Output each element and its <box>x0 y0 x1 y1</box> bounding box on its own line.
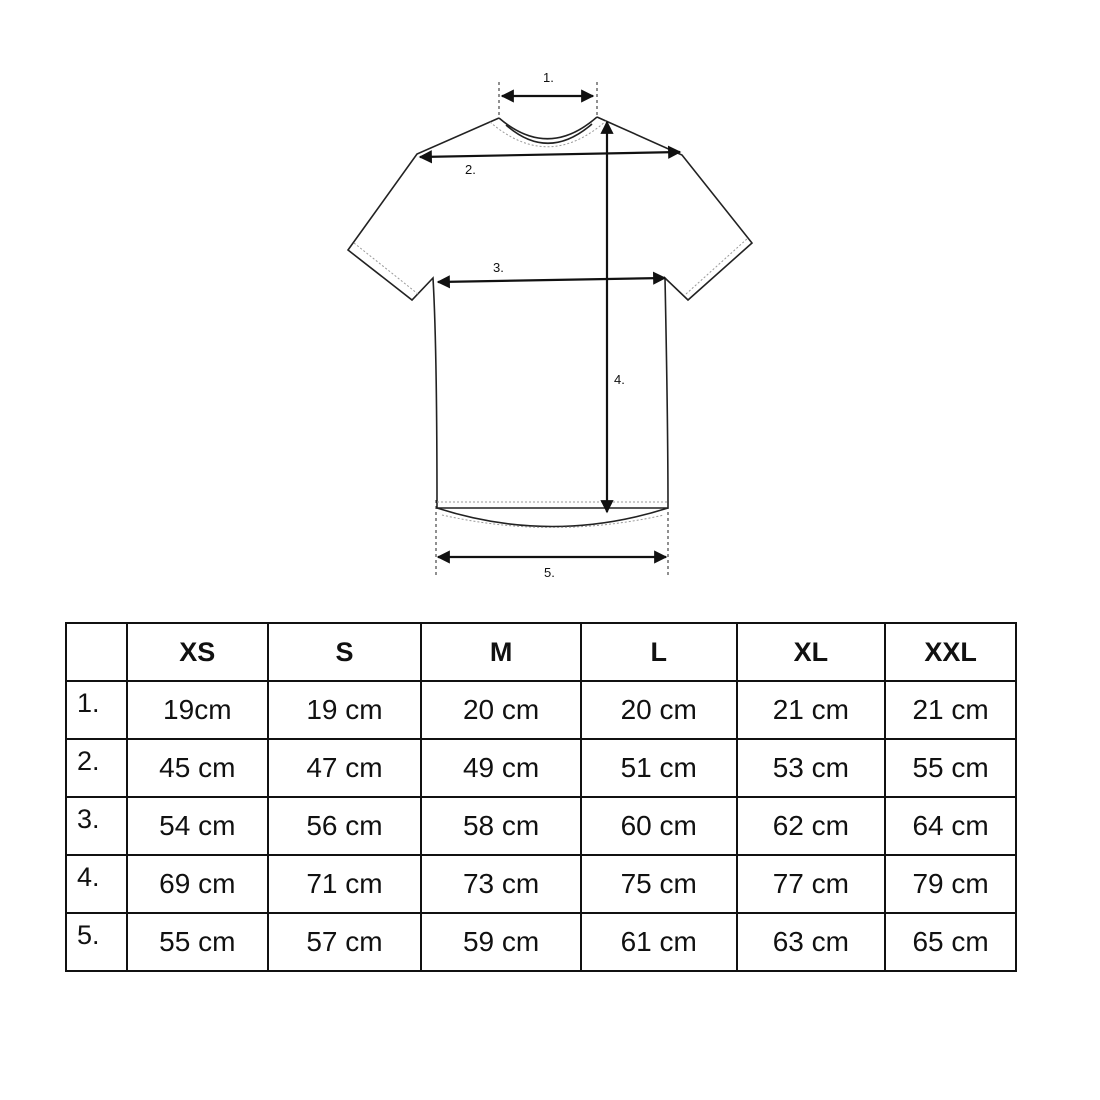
measurement-label-1: 1. <box>543 70 554 85</box>
header-cell-xl: XL <box>735 622 887 682</box>
measurement-arrow-2 <box>418 145 682 164</box>
row-label: 2. <box>65 738 128 798</box>
measurement-label-5: 5. <box>544 565 555 580</box>
table-cell: 69 cm <box>125 854 269 914</box>
row-label: 1. <box>65 680 128 740</box>
table-cell: 53 cm <box>735 738 887 798</box>
table-cell: 47 cm <box>266 738 423 798</box>
table-cell: 65 cm <box>884 912 1017 972</box>
table-row: 5. 55 cm 57 cm 59 cm 61 cm 63 cm 65 cm <box>65 912 1017 972</box>
header-cell-m: M <box>420 622 582 682</box>
table-cell: 61 cm <box>579 912 738 972</box>
measurement-arrow-3 <box>436 271 667 289</box>
header-cell-xxl: XXL <box>884 622 1017 682</box>
table-cell: 79 cm <box>884 854 1017 914</box>
guide-lines <box>435 82 669 578</box>
tshirt-outline <box>346 116 754 528</box>
row-label: 3. <box>65 796 128 856</box>
header-cell-l: L <box>579 622 738 682</box>
table-cell: 21 cm <box>735 680 887 740</box>
table-cell: 60 cm <box>579 796 738 856</box>
table-cell: 20 cm <box>579 680 738 740</box>
table-cell: 57 cm <box>266 912 423 972</box>
table-cell: 75 cm <box>579 854 738 914</box>
table-cell: 58 cm <box>420 796 582 856</box>
table-cell: 19cm <box>125 680 269 740</box>
table-row: 1. 19cm 19 cm 20 cm 20 cm 21 cm 21 cm <box>65 680 1017 740</box>
header-cell-xs: XS <box>125 622 269 682</box>
table-cell: 73 cm <box>420 854 582 914</box>
table-row: 2. 45 cm 47 cm 49 cm 51 cm 53 cm 55 cm <box>65 738 1017 798</box>
table-cell: 54 cm <box>125 796 269 856</box>
header-cell-s: S <box>266 622 423 682</box>
table-cell: 59 cm <box>420 912 582 972</box>
table-cell: 20 cm <box>420 680 582 740</box>
table-row: 3. 54 cm 56 cm 58 cm 60 cm 62 cm 64 cm <box>65 796 1017 856</box>
header-row: XS S M L XL XXL <box>65 622 1017 682</box>
table-cell: 63 cm <box>735 912 887 972</box>
size-chart-table: XS S M L XL XXL 1. 19cm 19 cm 20 cm 20 cm 21 … <box>65 622 1017 972</box>
measurement-label-4: 4. <box>614 372 625 387</box>
tshirt-measurement-diagram: 1. 2. 3. 4. 5. <box>346 70 754 580</box>
measurement-label-3: 3. <box>493 260 504 275</box>
table-cell: 77 cm <box>735 854 887 914</box>
table-row: 4. 69 cm 71 cm 73 cm 75 cm 77 cm 79 cm <box>65 854 1017 914</box>
table-cell: 49 cm <box>420 738 582 798</box>
table-cell: 45 cm <box>125 738 269 798</box>
header-cell-empty <box>65 622 128 682</box>
row-label: 5. <box>65 912 128 972</box>
table-cell: 56 cm <box>266 796 423 856</box>
row-label: 4. <box>65 854 128 914</box>
table-cell: 55 cm <box>125 912 269 972</box>
table-cell: 55 cm <box>884 738 1017 798</box>
measurement-label-2: 2. <box>465 162 476 177</box>
table-cell: 71 cm <box>266 854 423 914</box>
table-cell: 19 cm <box>266 680 423 740</box>
table-cell: 21 cm <box>884 680 1017 740</box>
table-cell: 62 cm <box>735 796 887 856</box>
table-cell: 64 cm <box>884 796 1017 856</box>
table-cell: 51 cm <box>579 738 738 798</box>
stitching <box>353 120 749 528</box>
